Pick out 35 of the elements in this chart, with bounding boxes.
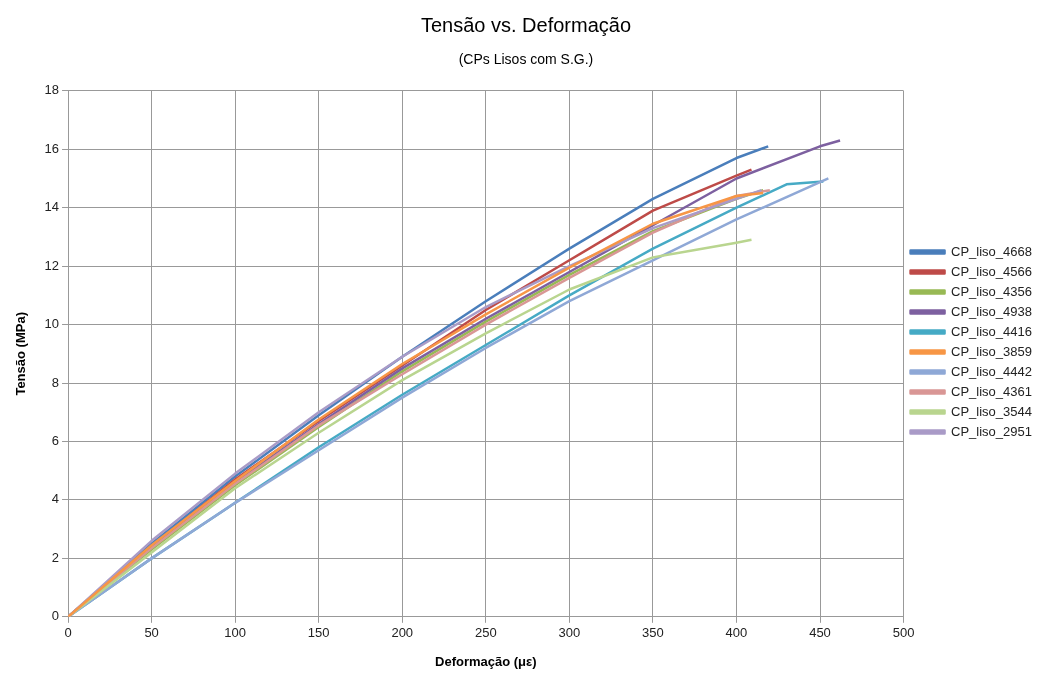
y-tick-label: 14 xyxy=(44,199,60,215)
y-tick-label: 2 xyxy=(51,549,60,565)
y-tick-label: 6 xyxy=(51,433,60,449)
x-tick-label: 250 xyxy=(474,625,497,641)
x-tick-label: 0 xyxy=(64,625,72,641)
y-tick-label: 12 xyxy=(44,257,60,273)
y-axis-title: Tensão (MPa) xyxy=(13,312,29,396)
y-tick-label: 8 xyxy=(51,374,60,390)
legend-label: CP_liso_3544 xyxy=(951,403,1033,419)
chart-subtitle: (CPs Lisos com S.G.) xyxy=(458,51,594,68)
y-tick-label: 16 xyxy=(44,140,60,156)
x-tick-label: 100 xyxy=(224,625,247,641)
y-tick-label: 18 xyxy=(44,82,60,98)
x-tick-label: 500 xyxy=(892,625,915,641)
x-tick-label: 150 xyxy=(307,625,330,641)
legend-label: CP_liso_4668 xyxy=(951,243,1033,259)
x-axis-title: Deformação (με) xyxy=(435,653,537,669)
chart-title: Tensão vs. Deformação xyxy=(420,13,632,36)
y-tick-label: 0 xyxy=(51,608,60,624)
legend-label: CP_liso_4356 xyxy=(951,283,1033,299)
legend-label: CP_liso_4442 xyxy=(951,363,1033,379)
legend-label: CP_liso_3859 xyxy=(951,343,1033,359)
legend-label: CP_liso_4361 xyxy=(951,383,1033,399)
x-tick-label: 350 xyxy=(642,625,664,641)
x-tick-label: 400 xyxy=(725,625,748,641)
y-tick-label: 10 xyxy=(44,316,60,332)
legend-label: CP_liso_4416 xyxy=(951,323,1033,339)
legend-label: CP_liso_4938 xyxy=(951,303,1033,319)
x-tick-label: 300 xyxy=(558,625,581,641)
legend-label: CP_liso_4566 xyxy=(951,263,1033,279)
x-tick-label: 450 xyxy=(809,625,831,641)
y-tick-label: 4 xyxy=(51,491,60,507)
legend-label: CP_liso_2951 xyxy=(951,423,1033,439)
x-tick-label: 200 xyxy=(391,625,414,641)
x-tick-label: 50 xyxy=(144,625,159,641)
